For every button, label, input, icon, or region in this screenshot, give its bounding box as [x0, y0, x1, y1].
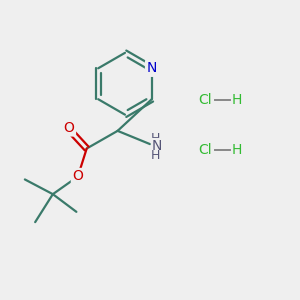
Text: O: O	[72, 169, 83, 184]
Text: Cl: Cl	[199, 93, 212, 107]
Text: H: H	[232, 143, 242, 157]
Text: N: N	[152, 139, 162, 153]
Text: H: H	[151, 149, 160, 162]
Text: Cl: Cl	[199, 143, 212, 157]
Text: H: H	[232, 93, 242, 107]
Text: H: H	[151, 132, 160, 145]
Text: O: O	[64, 121, 74, 135]
Text: N: N	[147, 61, 157, 75]
